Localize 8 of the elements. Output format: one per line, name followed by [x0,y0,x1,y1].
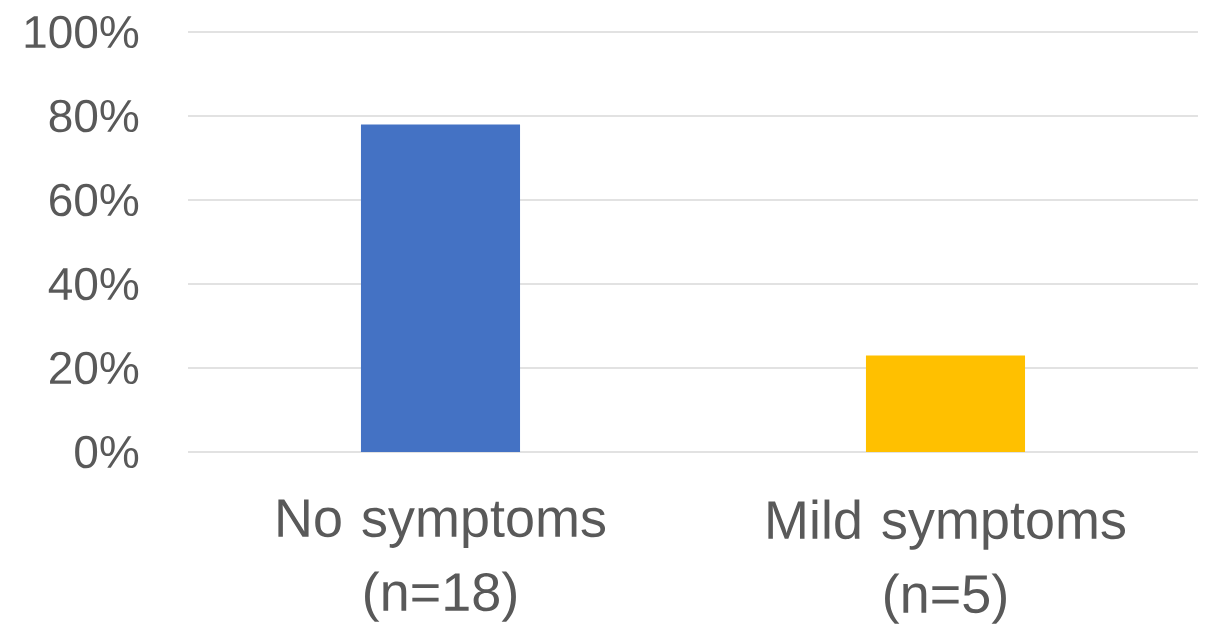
y-tick-label: 60% [50,183,139,217]
y-tick-label: 40% [48,267,139,301]
y-tick-label: 80% [49,99,139,133]
y-tick-label: 20% [50,351,139,385]
x-tick-label: Mild symptoms (n=5) [768,499,1125,624]
x-tick-label: No symptoms (n=18) [278,499,606,622]
y-tick-label: 0% [75,435,139,469]
y-tick-label: 100% [25,15,139,49]
